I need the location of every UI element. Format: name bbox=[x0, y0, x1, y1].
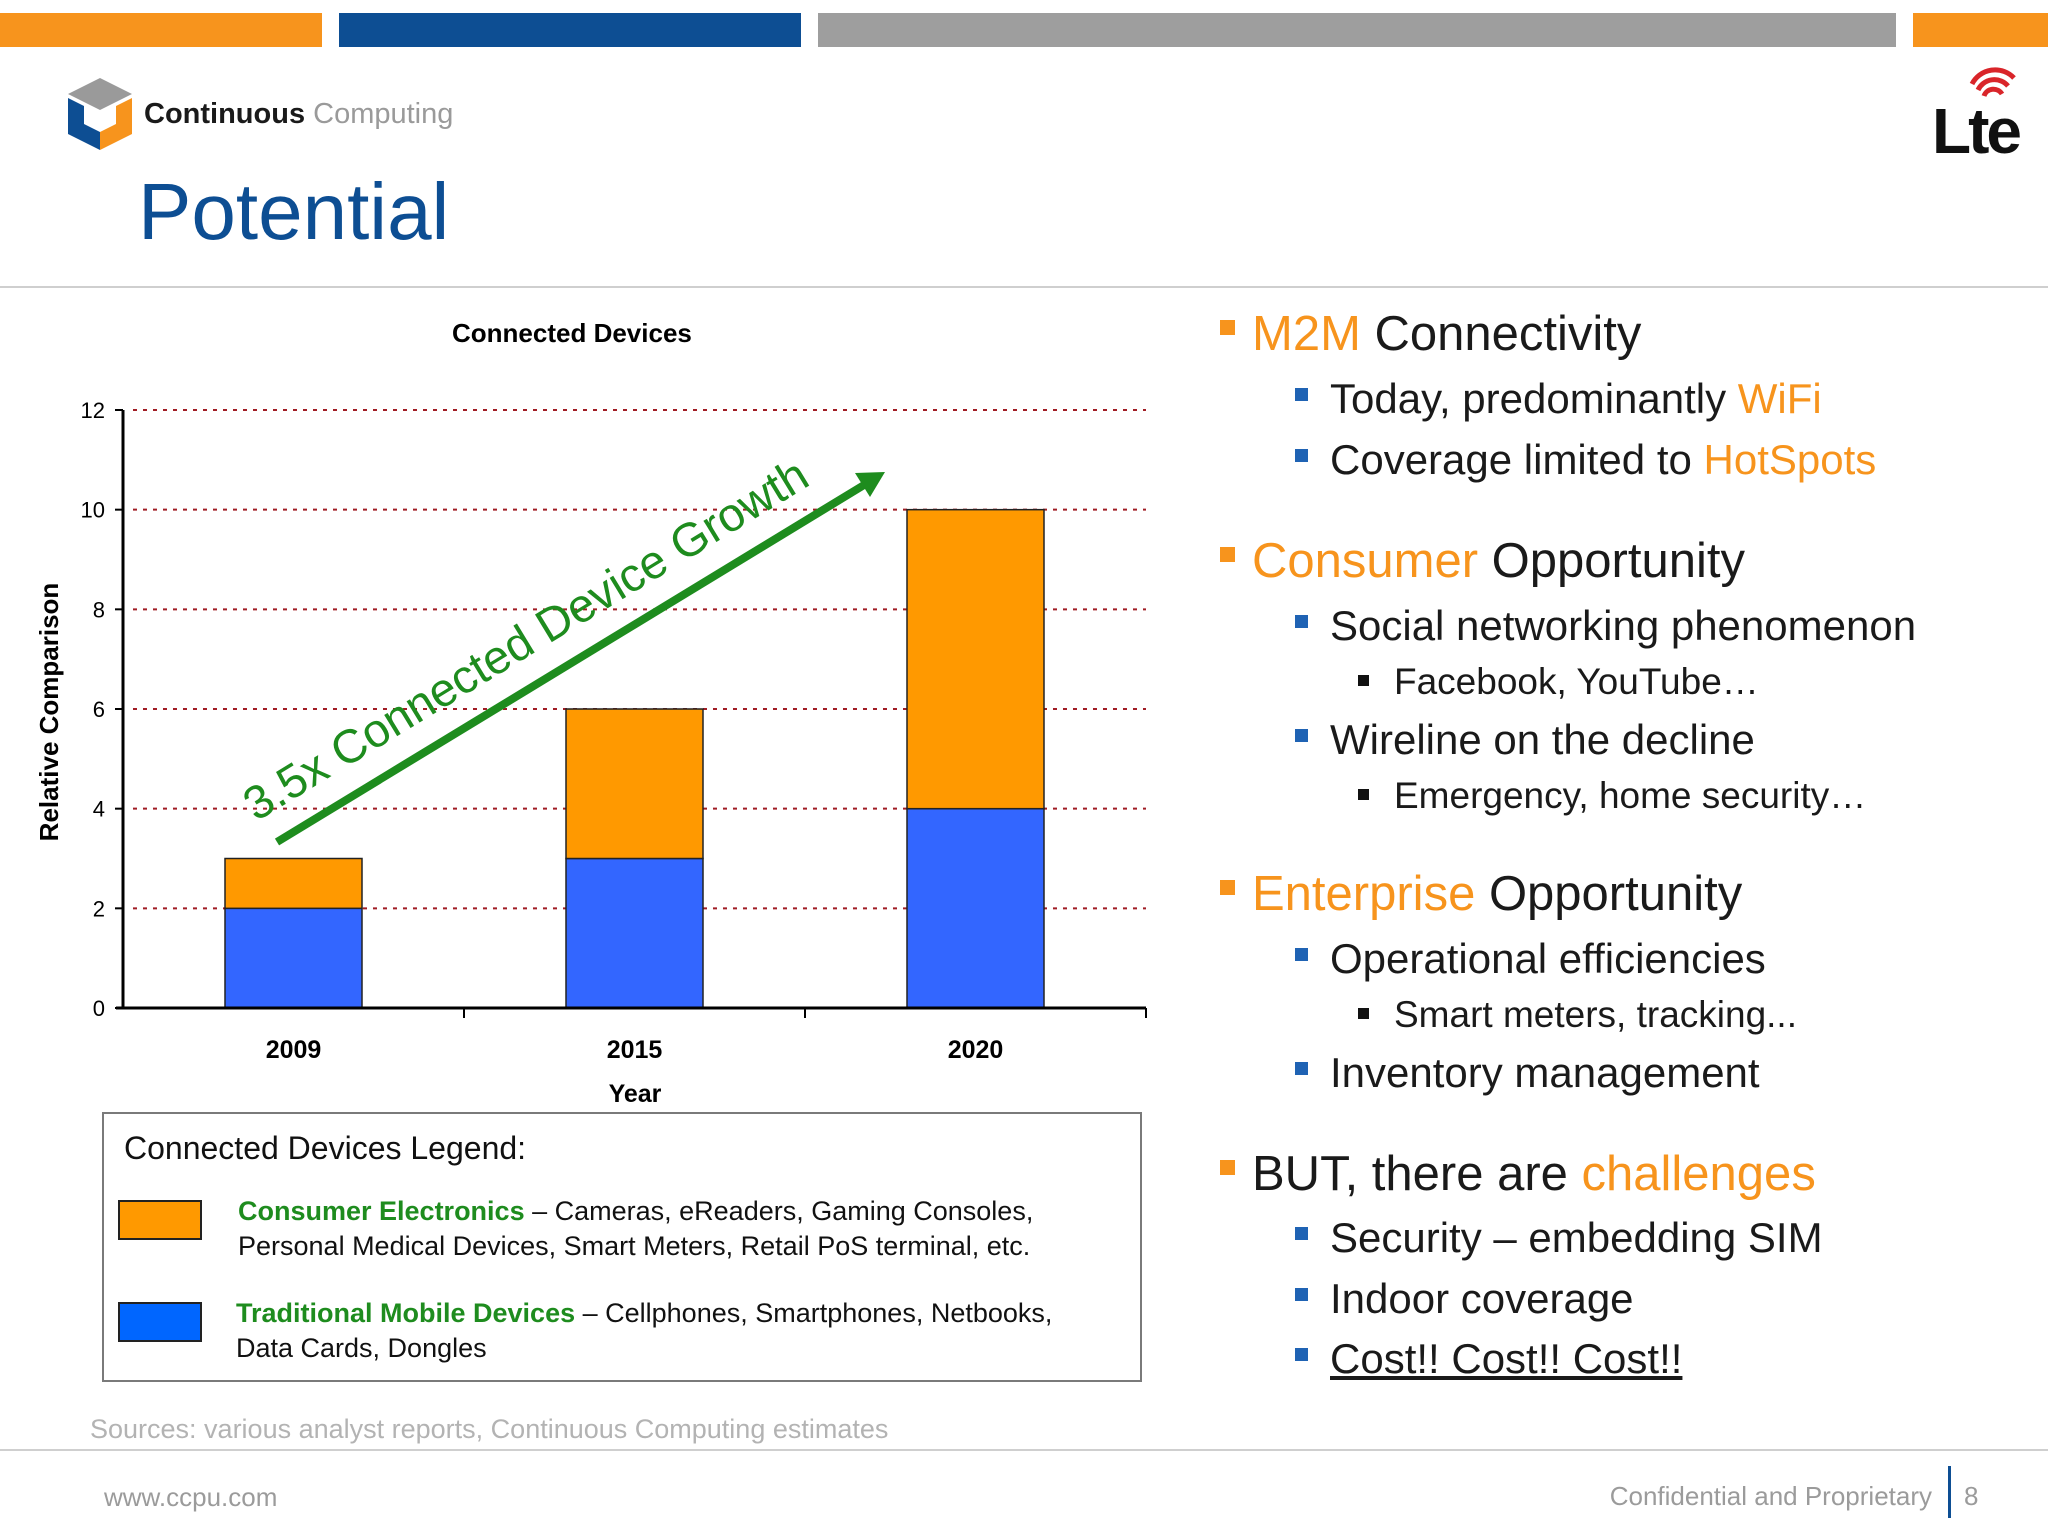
cube-logo-icon bbox=[68, 78, 132, 150]
bullet-m2m-wifi: Today, predominantly WiFi bbox=[1295, 375, 1822, 423]
header-stripe-orange-left bbox=[0, 13, 322, 47]
legend-heading: Connected Devices Legend: bbox=[124, 1130, 527, 1166]
bullet-challenges: BUT, there are challenges bbox=[1220, 1146, 1816, 1202]
page-title: Potential bbox=[138, 167, 450, 256]
bar-2020-traditional-mobile-devices bbox=[906, 807, 1045, 1009]
bullet-m2m-hotspots: Coverage limited to HotSpots bbox=[1295, 436, 1876, 484]
company-name: Continuous Computing bbox=[144, 97, 454, 130]
growth-arrow-head bbox=[855, 472, 885, 497]
header-stripe-orange-right bbox=[1913, 13, 2048, 47]
footer-separator bbox=[1948, 1466, 1951, 1518]
header-stripe-navy bbox=[339, 13, 801, 47]
lte-logo-text: Lte bbox=[1932, 95, 2022, 167]
bullet-enterprise: Enterprise Opportunity bbox=[1220, 866, 1742, 922]
bullet-enterprise-efficiencies: Operational efficiencies bbox=[1295, 935, 1766, 983]
bullet-m2m: M2M Connectivity bbox=[1220, 306, 1641, 362]
bullet-consumer-social: Social networking phenomenon bbox=[1295, 602, 1916, 650]
legend-text-consumer: Consumer Electronics – Cameras, eReaders… bbox=[238, 1196, 1034, 1261]
legend-swatch-mobile bbox=[118, 1302, 202, 1342]
x-tick-label: 2020 bbox=[948, 1036, 1004, 1064]
y-axis-label: Relative Comparison bbox=[34, 583, 64, 842]
bullet-challenges-indoor: Indoor coverage bbox=[1295, 1275, 1634, 1323]
bullet-consumer-facebook: Facebook, YouTube… bbox=[1358, 661, 1759, 703]
chart-title: Connected Devices bbox=[452, 318, 692, 348]
y-tick-label: 12 bbox=[81, 398, 105, 423]
bar-2020-consumer-electronics bbox=[906, 508, 1045, 810]
bar-2009-consumer-electronics bbox=[224, 857, 363, 910]
bullet-challenges-security: Security – embedding SIM bbox=[1295, 1214, 1823, 1262]
growth-arrow bbox=[274, 481, 867, 846]
legend-swatch-consumer bbox=[118, 1200, 202, 1240]
page-number: 8 bbox=[1964, 1481, 1979, 1511]
footer-confidential: Confidential and Proprietary bbox=[1609, 1481, 1932, 1511]
title-divider bbox=[0, 286, 2048, 288]
x-tick-label: 2009 bbox=[266, 1036, 322, 1064]
y-tick-label: 6 bbox=[93, 697, 105, 722]
footer-divider bbox=[0, 1449, 2048, 1451]
bullet-enterprise-inventory: Inventory management bbox=[1295, 1049, 1760, 1097]
chart-legend: Connected Devices Legend: Consumer Elect… bbox=[102, 1112, 1142, 1382]
x-tick-label: 2015 bbox=[607, 1036, 663, 1064]
bar-2015-traditional-mobile-devices bbox=[565, 857, 704, 1009]
y-tick-label: 4 bbox=[93, 797, 105, 822]
bullet-consumer-wireline: Wireline on the decline bbox=[1295, 716, 1755, 764]
bullet-consumer-emergency: Emergency, home security… bbox=[1358, 775, 1866, 817]
connected-devices-chart: 0 2 4 6 8 10 12 2009 2015 2020 Relative Compariso… bbox=[34, 398, 1147, 1108]
lte-logo: Lte bbox=[1926, 58, 2026, 168]
legend-text-mobile: Traditional Mobile Devices – Cellphones,… bbox=[236, 1298, 1053, 1363]
company-logo: Continuous Computing bbox=[64, 74, 453, 154]
y-tick-label: 0 bbox=[93, 996, 105, 1021]
sources-note: Sources: various analyst reports, Contin… bbox=[90, 1414, 889, 1444]
bar-2015-consumer-electronics bbox=[565, 708, 704, 860]
bullet-challenges-cost: Cost!! Cost!! Cost!! bbox=[1295, 1335, 1682, 1383]
growth-annotation: 3.5x Connected Device Growth bbox=[234, 447, 817, 830]
y-tick-label: 10 bbox=[81, 498, 105, 523]
signal-waves-icon bbox=[1969, 67, 2016, 98]
header-stripe-gray bbox=[818, 13, 1896, 47]
footer-url: www.ccpu.com bbox=[104, 1482, 278, 1512]
y-tick-label: 2 bbox=[93, 896, 105, 921]
bullet-enterprise-meters: Smart meters, tracking... bbox=[1358, 994, 1797, 1036]
x-axis-label: Year bbox=[609, 1080, 662, 1108]
bar-2009-traditional-mobile-devices bbox=[224, 907, 363, 1009]
y-tick-label: 8 bbox=[93, 597, 105, 622]
bullet-consumer: Consumer Opportunity bbox=[1220, 533, 1745, 589]
